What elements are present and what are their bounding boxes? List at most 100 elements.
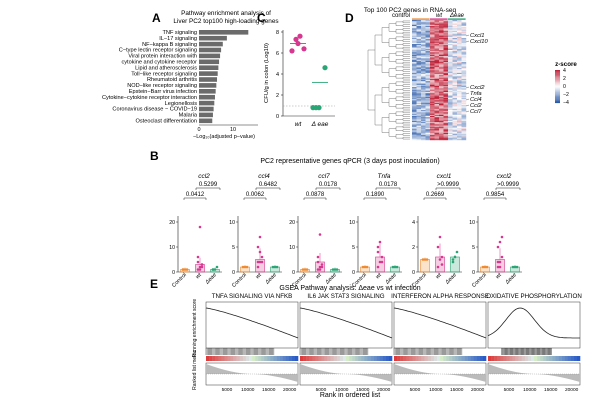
legend-swatch-8 [555, 78, 560, 80]
heatmap-cell-63-8 [448, 95, 453, 97]
heatmap-cell-77-2 [421, 112, 426, 114]
heatmap-cell-42-2 [421, 70, 426, 72]
qpcr-point-5-0-0 [481, 265, 485, 269]
heatmap-cell-2-1 [416, 22, 422, 24]
gsea-strip-1-18 [355, 356, 359, 361]
heatmap-cell-44-8 [448, 72, 453, 75]
gene-tick-2 [465, 86, 470, 89]
panel-d-heatmap: Top 100 PC2 genes in RNA-seq control wt Δe… [364, 7, 577, 141]
heatmap-cell-20-7 [443, 44, 449, 46]
heatmap-cell-24-11 [461, 48, 467, 51]
heatmap-cell-60-8 [448, 92, 453, 94]
heatmap-cell-32-10 [457, 58, 462, 60]
heatmap-cell-7-3 [425, 28, 431, 30]
heatmap-cell-86-2 [421, 123, 426, 125]
heatmap-cell-80-5 [434, 116, 440, 118]
heatmap-cell-60-2 [421, 92, 426, 94]
heatmap-cell-13-7 [443, 35, 449, 37]
heatmap-legend-title: z-score [555, 61, 577, 68]
heatmap-cell-72-0 [412, 106, 417, 108]
heatmap-cell-90-4 [430, 128, 435, 130]
heatmap-cell-22-2 [421, 46, 426, 48]
pathway-label-4: Viral protein interaction with [128, 54, 197, 60]
heatmap-cell-77-8 [448, 112, 453, 114]
heatmap-cell-77-11 [461, 112, 467, 114]
gsea-strip-0-5 [221, 356, 225, 361]
heatmap-cell-44-2 [421, 72, 426, 75]
heatmap-cell-53-6 [439, 83, 444, 85]
heatmap-cell-24-4 [430, 48, 435, 51]
heatmap-cell-71-6 [439, 105, 444, 107]
heatmap-cell-34-8 [448, 60, 453, 63]
qpcr-point-1-2-0 [271, 265, 275, 269]
pathway-label-5: cytokine and cytokine receptor [121, 60, 197, 66]
heatmap-cell-22-0 [412, 46, 417, 48]
qpcr-xlabel-1-2: Δeae [264, 272, 278, 286]
qpcr-xlabel-4-2: Δeae [444, 272, 458, 286]
heatmap-cell-52-4 [430, 82, 435, 84]
heatmap-cell-32-8 [448, 58, 453, 60]
heatmap-cell-47-1 [416, 76, 422, 78]
gsea-strip-1-21 [364, 356, 368, 361]
heatmap-cell-30-8 [448, 56, 453, 58]
heatmap-cell-92-9 [452, 130, 458, 132]
gsea-strip-1-20 [361, 356, 365, 361]
heatmap-cell-81-10 [457, 117, 462, 119]
heatmap-cell-35-11 [461, 62, 467, 64]
dendrogram-branch-7 [395, 29, 403, 34]
heatmap-cell-57-6 [439, 88, 444, 90]
heatmap-cell-19-6 [439, 42, 444, 45]
heatmap-cell-61-0 [412, 93, 417, 95]
heatmap-cell-17-10 [457, 40, 462, 42]
qpcr-point-1-0-1 [243, 265, 247, 269]
panel-a-tick-10: 10 [230, 127, 236, 133]
heatmap-cell-0-1 [416, 20, 422, 22]
dendrogram-branch-53 [395, 119, 403, 124]
heatmap-cell-51-2 [421, 81, 426, 83]
heatmap-cell-55-0 [412, 86, 417, 88]
heatmap-cell-87-10 [457, 124, 462, 126]
heatmap-cell-92-2 [421, 130, 426, 132]
heatmap-cell-38-8 [448, 65, 453, 67]
heatmap-cell-28-2 [421, 53, 426, 55]
qpcr-gene-name-5: cxcl2 [497, 173, 512, 180]
heatmap-cell-15-4 [430, 38, 435, 40]
qpcr-p1-0: 0.0412 [186, 192, 205, 198]
heatmap-cell-12-0 [412, 34, 417, 36]
heatmap-cell-44-4 [430, 72, 435, 75]
heatmap-cell-5-5 [434, 26, 440, 28]
heatmap-cell-7-2 [421, 28, 426, 30]
heatmap-cell-74-0 [412, 108, 417, 111]
heatmap-cell-75-6 [439, 110, 444, 112]
heatmap-cell-21-2 [421, 45, 426, 47]
heatmap-cell-50-6 [439, 80, 444, 82]
heatmap-cell-85-7 [443, 122, 449, 124]
panel-e-gsea: GSEA Pathway analysis: Δeae vs wt infect… [192, 285, 582, 399]
heatmap-cell-23-10 [457, 47, 462, 49]
heatmap-cell-33-8 [448, 59, 453, 61]
heatmap-cell-22-4 [430, 46, 435, 48]
heatmap-cell-12-5 [434, 34, 440, 36]
heatmap-cell-45-2 [421, 74, 426, 76]
heatmap-cell-98-6 [439, 137, 444, 139]
heatmap-cell-2-4 [430, 22, 435, 24]
heatmap-cell-10-6 [439, 32, 444, 34]
heatmap-cell-94-8 [448, 132, 453, 135]
heatmap-cell-85-0 [412, 122, 417, 124]
heatmap-cell-34-3 [425, 60, 431, 63]
heatmap-cell-99-11 [461, 138, 467, 141]
heatmap-cell-58-4 [430, 89, 435, 91]
heatmap-cell-78-4 [430, 113, 435, 115]
heatmap-cell-95-3 [425, 134, 431, 136]
heatmap-cell-50-4 [430, 80, 435, 82]
heatmap-cell-78-7 [443, 113, 449, 115]
heatmap-cell-78-2 [421, 113, 426, 115]
heatmap-cell-1-4 [430, 21, 435, 23]
heatmap-cell-8-7 [443, 29, 449, 31]
heatmap-cell-54-9 [452, 84, 458, 87]
gsea-strip-2-12 [430, 356, 435, 361]
heatmap-cell-11-5 [434, 33, 440, 35]
cfu-point-0-4 [293, 36, 299, 42]
